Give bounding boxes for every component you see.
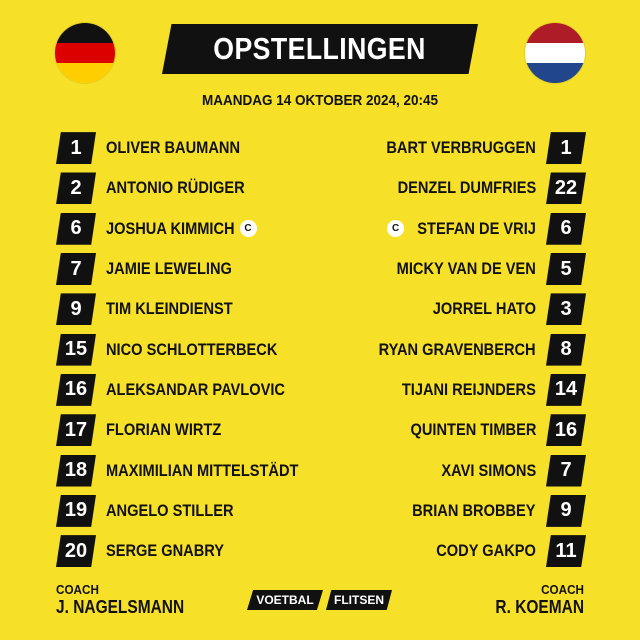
coach-label: COACH	[541, 582, 584, 597]
player-row: XAVI SIMONS 7	[330, 450, 586, 490]
shirt-number: 6	[546, 212, 586, 245]
player-name: XAVI SIMONS	[441, 460, 536, 480]
home-coach: COACH J. NAGELSMANN	[56, 582, 205, 618]
player-name: SERGE GNABRY	[106, 541, 225, 561]
shirt-number: 1	[56, 132, 96, 165]
player-name: ANTONIO RÜDIGER	[106, 178, 245, 198]
player-row: TIJANI REIJNDERS 14	[330, 370, 586, 410]
shirt-number: 19	[56, 494, 96, 527]
player-row: 18 MAXIMILIAN MITTELSTÄDT	[56, 450, 326, 490]
player-row: 17 FLORIAN WIRTZ	[56, 410, 326, 450]
shirt-number: 17	[56, 414, 96, 447]
player-name: ANGELO STILLER	[106, 500, 234, 520]
player-row: BRIAN BROBBEY 9	[330, 491, 586, 531]
player-row: 1 OLIVER BAUMANN	[56, 128, 326, 168]
germany-flag-icon	[55, 23, 115, 83]
shirt-number: 14	[546, 373, 586, 406]
player-name: FLORIAN WIRTZ	[106, 420, 222, 440]
player-name: BRIAN BROBBEY	[412, 500, 536, 520]
shirt-number: 5	[546, 253, 586, 286]
shirt-number: 9	[546, 494, 586, 527]
player-name: CODY GAKPO	[436, 541, 536, 561]
shirt-number: 7	[56, 253, 96, 286]
shirt-number: 18	[56, 454, 96, 487]
player-row: 16 ALEKSANDAR PAVLOVIC	[56, 370, 326, 410]
player-row: RYAN GRAVENBERCH 8	[330, 329, 586, 369]
player-row: JORREL HATO 3	[330, 289, 586, 329]
player-name: JAMIE LEWELING	[106, 259, 232, 279]
coach-label: COACH	[56, 582, 99, 597]
flag-stripe	[525, 23, 585, 43]
netherlands-flag-icon	[525, 23, 585, 83]
shirt-number: 2	[56, 172, 96, 205]
coach-name: J. NAGELSMANN	[56, 597, 185, 617]
player-row: 2 ANTONIO RÜDIGER	[56, 168, 326, 208]
shirt-number: 9	[56, 293, 96, 326]
player-row: MICKY VAN DE VEN 5	[330, 249, 586, 289]
player-name: TIM KLEINDIENST	[106, 299, 233, 319]
title-banner: OPSTELLINGEN	[162, 24, 478, 74]
flag-stripe	[55, 43, 115, 63]
player-row: DENZEL DUMFRIES 22	[330, 168, 586, 208]
match-date: MAANDAG 14 OKTOBER 2024, 20:45	[201, 92, 439, 109]
shirt-number: 7	[546, 454, 586, 487]
player-name: MAXIMILIAN MITTELSTÄDT	[106, 460, 299, 480]
away-lineup: BART VERBRUGGEN 1 DENZEL DUMFRIES 22 C STEFAN…	[330, 128, 586, 571]
player-name: OLIVER BAUMANN	[106, 138, 241, 158]
page-title: OPSTELLINGEN	[213, 31, 427, 66]
player-row: 9 TIM KLEINDIENST	[56, 289, 326, 329]
player-name: STEFAN DE VRIJ	[417, 218, 536, 238]
shirt-number: 11	[546, 535, 586, 568]
player-row: CODY GAKPO 11	[330, 531, 586, 571]
flag-stripe	[525, 43, 585, 63]
player-row: BART VERBRUGGEN 1	[330, 128, 586, 168]
shirt-number: 15	[56, 333, 96, 366]
shirt-number: 3	[546, 293, 586, 326]
player-name: JOSHUA KIMMICH	[106, 218, 235, 238]
brand-logo-part: VOETBAL	[247, 590, 323, 610]
player-row: 7 JAMIE LEWELING	[56, 249, 326, 289]
flag-stripe	[525, 63, 585, 83]
player-name: DENZEL DUMFRIES	[397, 178, 536, 198]
captain-badge-icon: C	[239, 220, 257, 238]
player-name: TIJANI REIJNDERS	[401, 379, 536, 399]
shirt-number: 6	[56, 212, 96, 245]
flag-stripe	[55, 23, 115, 43]
player-row: 20 SERGE GNABRY	[56, 531, 326, 571]
coach-name: R. KOEMAN	[495, 597, 584, 617]
player-name: BART VERBRUGGEN	[386, 138, 536, 158]
player-name: QUINTEN TIMBER	[410, 420, 536, 440]
player-row: QUINTEN TIMBER 16	[330, 410, 586, 450]
player-row: C STEFAN DE VRIJ 6	[330, 209, 586, 249]
brand-logo: VOETBAL FLITSEN	[247, 590, 392, 610]
captain-badge-icon: C	[387, 220, 405, 238]
away-coach: COACH R. KOEMAN	[481, 582, 584, 618]
player-name: ALEKSANDAR PAVLOVIC	[106, 379, 285, 399]
player-row: 6 JOSHUA KIMMICH C	[56, 209, 326, 249]
flag-stripe	[55, 63, 115, 83]
shirt-number: 16	[56, 373, 96, 406]
player-name: MICKY VAN DE VEN	[396, 259, 536, 279]
shirt-number: 20	[56, 535, 96, 568]
shirt-number: 16	[546, 414, 586, 447]
player-row: 15 NICO SCHLOTTERBECK	[56, 329, 326, 369]
player-name: RYAN GRAVENBERCH	[378, 339, 536, 359]
player-name: JORREL HATO	[432, 299, 536, 319]
shirt-number: 8	[546, 333, 586, 366]
player-name: NICO SCHLOTTERBECK	[106, 339, 278, 359]
home-lineup: 1 OLIVER BAUMANN 2 ANTONIO RÜDIGER 6 JOSHUA K…	[56, 128, 326, 571]
player-row: 19 ANGELO STILLER	[56, 491, 326, 531]
shirt-number: 1	[546, 132, 586, 165]
shirt-number: 22	[546, 172, 586, 205]
brand-logo-part: FLITSEN	[326, 590, 392, 610]
